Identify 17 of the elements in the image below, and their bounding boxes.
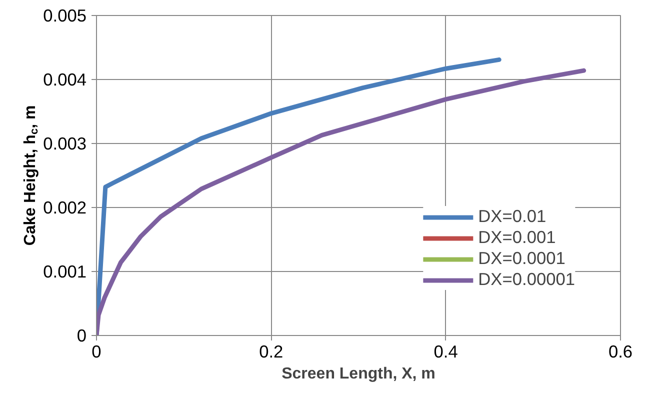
legend-label: DX=0.00001	[478, 269, 575, 290]
y-tick-label: 0.005	[43, 6, 87, 26]
y-tick-label: 0.002	[43, 198, 87, 218]
y-axis-title: Cake Height, hc, m	[22, 105, 40, 246]
y-tick-label: 0.001	[43, 262, 87, 282]
x-tick-label: 0.6	[608, 342, 633, 362]
y-tick-label: 0.003	[43, 134, 87, 154]
x-tick-label: 0.4	[434, 342, 458, 362]
legend-label: DX=0.001	[478, 227, 556, 248]
x-axis-title: Screen Length, X, m	[282, 366, 436, 382]
y-tick-label: 0	[76, 326, 87, 346]
x-tick-label: 0	[92, 342, 102, 362]
line-series	[96, 68, 586, 336]
legend-label: DX=0.01	[478, 206, 546, 227]
legend-label: DX=0.0001	[478, 248, 566, 269]
y-tick-label: 0.004	[43, 70, 87, 90]
x-tick-label: 0.2	[259, 342, 284, 362]
